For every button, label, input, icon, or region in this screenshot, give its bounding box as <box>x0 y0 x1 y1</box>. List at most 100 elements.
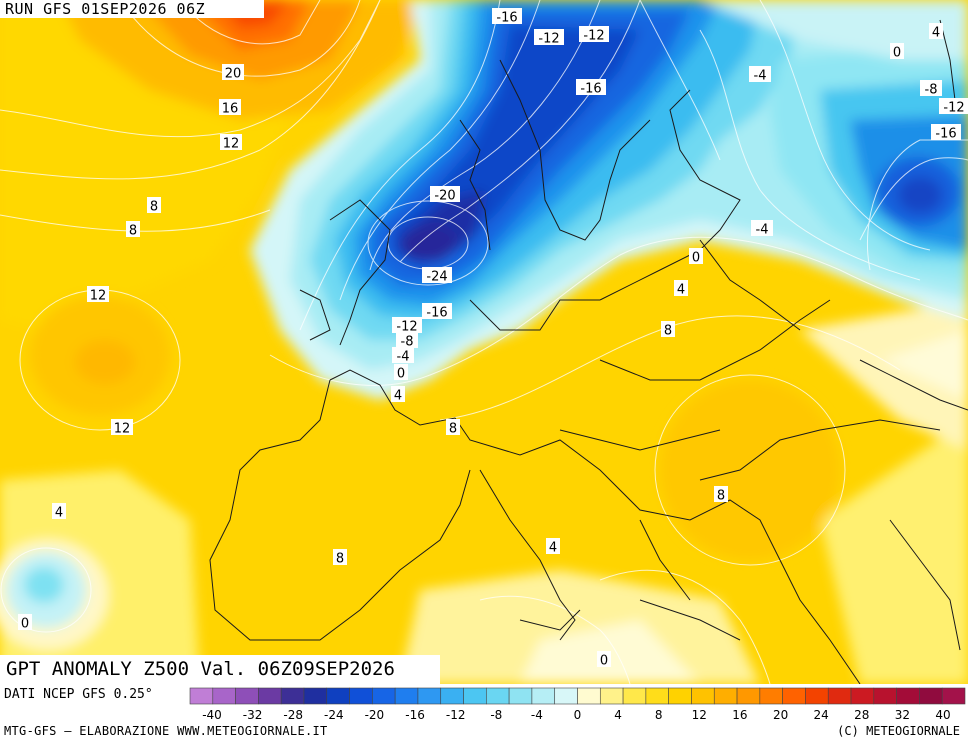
contour-label-bg <box>18 614 32 630</box>
contour-label: -12 <box>583 29 604 44</box>
contour-label: 8 <box>664 324 672 339</box>
legend-swatch <box>280 687 305 705</box>
legend-swatch <box>577 687 601 705</box>
contour-label: -4 <box>756 223 769 238</box>
contour-label: 8 <box>717 489 725 504</box>
contour-label: -12 <box>396 320 417 335</box>
contour-label-bg <box>422 303 452 319</box>
contour-label-bg <box>929 23 943 39</box>
legend-swatch <box>941 687 966 705</box>
legend-tick-label: -32 <box>243 708 263 722</box>
legend-tick-label: 24 <box>814 708 829 722</box>
contour-label: 8 <box>150 200 158 215</box>
contour-label-bg <box>939 98 968 114</box>
legend-swatch <box>713 687 738 705</box>
contour-label-bg <box>422 267 452 283</box>
legend-tick-label: -12 <box>446 708 466 722</box>
legend-swatch <box>189 687 214 705</box>
contour-label: 4 <box>55 506 63 521</box>
contour-label: 4 <box>677 283 685 298</box>
legend-tick-label: -20 <box>365 708 385 722</box>
run-info: RUN GFS 01SEP2026 06Z <box>0 0 264 18</box>
isolines <box>0 0 968 684</box>
legend-tick-label: -28 <box>283 708 303 722</box>
contour-label: -8 <box>401 335 414 350</box>
legend-tick-label: 0 <box>574 708 582 722</box>
legend-swatch <box>805 687 829 705</box>
contour-label-bg <box>394 364 408 380</box>
legend-tick-label: -16 <box>405 708 425 722</box>
legend-swatch <box>622 687 647 705</box>
contour-label-bg <box>391 386 405 402</box>
contour-label: -4 <box>754 69 767 84</box>
contour-label-bg <box>890 43 904 59</box>
legend-swatch <box>235 687 259 705</box>
legend-swatch <box>896 687 920 705</box>
contour-label: 20 <box>225 67 242 82</box>
contour-label: -12 <box>943 101 964 116</box>
contour-label-bg <box>674 280 688 296</box>
contour-label-bg <box>749 66 771 82</box>
contour-label: -16 <box>935 127 956 142</box>
legend-tick-label: -8 <box>490 708 502 722</box>
contour-label-bg <box>661 321 675 337</box>
contour-labels: -16-12 -12-16-404-8-12-162016128812-20-24… <box>18 8 968 669</box>
contour-label-bg <box>546 538 560 554</box>
contour-label: 8 <box>129 224 137 239</box>
contour-label: 0 <box>21 617 29 632</box>
contour-label: -8 <box>925 83 938 98</box>
color-legend: -40 -32 -28 -24 -20 -16 -12 -8 -4 0 4 8 12 16 20 24 28 32… <box>0 684 968 745</box>
legend-swatch <box>531 687 555 705</box>
contour-label-bg <box>689 248 703 264</box>
contour-label: -4 <box>397 350 410 365</box>
contour-label: -16 <box>496 11 517 26</box>
contour-label: 0 <box>397 367 405 382</box>
legend-swatch <box>919 687 943 705</box>
anomaly-fill <box>0 0 968 684</box>
contour-label-bg <box>87 286 109 302</box>
contour-label-bg <box>147 197 161 213</box>
contour-label-bg <box>751 220 773 236</box>
legend-tick-label: 4 <box>614 708 622 722</box>
legend-swatch <box>349 687 373 705</box>
contour-label: -16 <box>426 306 447 321</box>
contour-label: 12 <box>90 289 107 304</box>
contour-label: -24 <box>426 270 447 285</box>
legend-swatch <box>759 687 783 705</box>
contour-label: 12 <box>114 422 131 437</box>
legend-tick-label: 28 <box>854 708 869 722</box>
legend-tick-label: 8 <box>655 708 663 722</box>
legend-tick-label: -24 <box>324 708 344 722</box>
contour-label-bg <box>52 503 66 519</box>
legend-swatch <box>486 687 510 705</box>
contour-label-bg <box>920 80 942 96</box>
contour-label-bg <box>333 549 347 565</box>
map-title: GPT ANOMALY Z500 Val. 06Z09SEP2026 <box>0 655 440 684</box>
legend-swatch <box>736 687 761 705</box>
contour-label-bg <box>392 347 414 363</box>
contour-label-bg <box>430 186 460 202</box>
legend-swatch <box>508 687 533 705</box>
contour-label: 4 <box>394 389 402 404</box>
legend-swatch <box>850 687 875 705</box>
contour-label: 0 <box>600 654 608 669</box>
contour-label: 8 <box>449 422 457 437</box>
contour-label-bg <box>714 486 728 502</box>
contour-label-bg <box>111 419 133 435</box>
contour-label: 8 <box>336 552 344 567</box>
legend-swatch <box>463 687 487 705</box>
legend-swatch <box>212 687 236 705</box>
contour-label: -20 <box>434 189 455 204</box>
contour-label-bg <box>220 134 242 150</box>
contour-label: -12 <box>538 32 559 47</box>
anomaly-map-canvas: -16-12 -12-16-404-8-12-162016128812-20-24… <box>0 0 968 684</box>
contour-label-bg <box>931 124 961 140</box>
contour-label-bg <box>392 317 422 333</box>
legend-tick-label: 20 <box>773 708 788 722</box>
contour-label-bg <box>126 221 140 237</box>
legend-swatch <box>372 687 396 705</box>
contour-label: 16 <box>222 102 239 117</box>
legend-tick-label: 16 <box>732 708 747 722</box>
contour-label-bg <box>396 332 418 348</box>
legend-swatch <box>691 687 715 705</box>
